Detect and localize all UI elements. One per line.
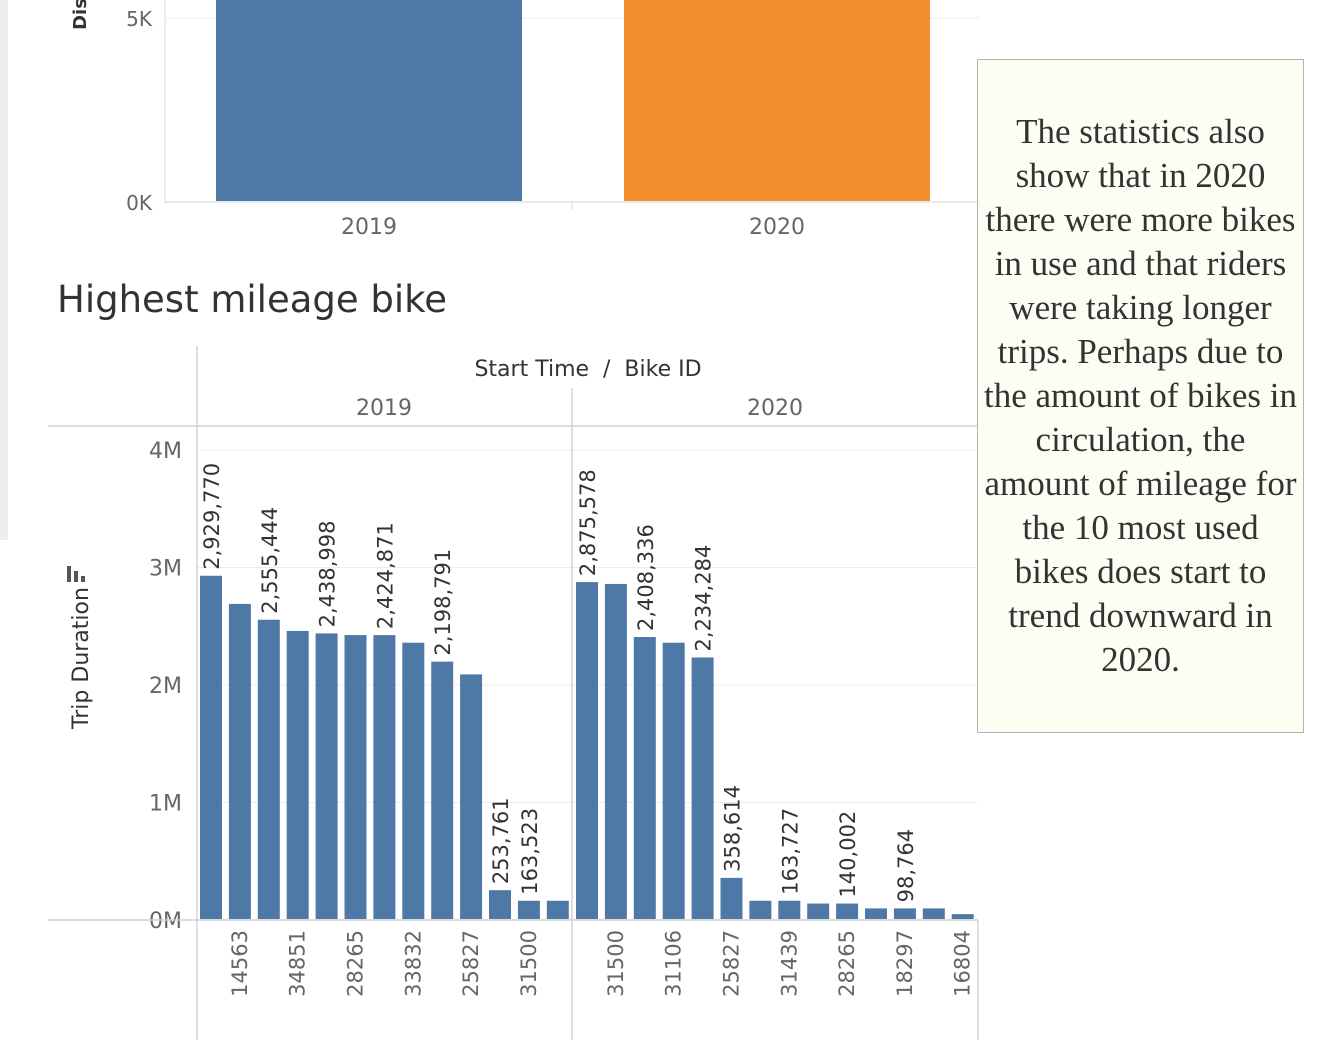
bar-2020-9 bbox=[807, 903, 830, 919]
y-tick-label: 1M bbox=[149, 792, 182, 817]
y-tick-label: 3M bbox=[149, 557, 182, 582]
data-label: 358,614 bbox=[721, 785, 745, 872]
column-header-title: Start Time / Bike ID bbox=[474, 357, 701, 382]
top-y-tick: 0K bbox=[126, 191, 153, 215]
data-label: 2,555,444 bbox=[258, 507, 282, 614]
bar-2020-3 bbox=[633, 637, 656, 919]
bar-2020-6 bbox=[720, 877, 743, 919]
x-tick-bike-id: 33832 bbox=[401, 930, 425, 997]
bar-2019-2 bbox=[228, 603, 251, 919]
chart-title: Highest mileage bike bbox=[57, 278, 447, 321]
data-label: 2,438,998 bbox=[316, 521, 340, 628]
top-bar-chart: Dis 0K 5K 2019 2020 bbox=[70, 0, 980, 240]
bar-2019-12 bbox=[517, 900, 540, 919]
data-label: 2,875,578 bbox=[576, 469, 600, 576]
bar-2020-8 bbox=[778, 900, 801, 919]
data-label: 253,761 bbox=[489, 797, 513, 884]
panel-header-2019: 2019 bbox=[356, 396, 412, 421]
bar-2019-8 bbox=[402, 642, 425, 919]
x-tick-bike-id: 25827 bbox=[459, 930, 483, 997]
top-y-tick: 5K bbox=[126, 7, 153, 31]
top-chart-axis-label: Dis bbox=[70, 0, 91, 30]
bar-2019-5 bbox=[315, 633, 338, 919]
y-tick-label: 2M bbox=[149, 674, 182, 699]
x-tick-bike-id: 31106 bbox=[662, 930, 686, 997]
y-axis: Trip Duration 0M 1M 2M 3M 4M bbox=[67, 439, 182, 934]
column-header: Start Time / Bike ID 2019 2020 bbox=[48, 346, 980, 427]
x-tick-bike-id: 31500 bbox=[604, 930, 628, 997]
data-label: 2,234,284 bbox=[692, 545, 716, 652]
y-axis-label: Trip Duration bbox=[69, 587, 94, 730]
data-label: 98,764 bbox=[894, 829, 918, 902]
bar-2019-1 bbox=[200, 575, 222, 919]
data-label: 2,198,791 bbox=[431, 549, 455, 656]
x-tick-bike-id: 31439 bbox=[777, 930, 801, 997]
annotation-text: The statistics also show that in 2020 th… bbox=[983, 112, 1297, 679]
left-edge-shade bbox=[0, 0, 8, 540]
bar-2019-3 bbox=[257, 619, 280, 919]
annotation-note: The statistics also show that in 2020 th… bbox=[977, 59, 1304, 733]
y-tick-label: 4M bbox=[149, 439, 182, 464]
bar-2020-7 bbox=[749, 900, 772, 919]
bar-2020-12 bbox=[893, 908, 916, 919]
top-bar-2019 bbox=[216, 0, 522, 201]
data-label: 2,929,770 bbox=[200, 463, 224, 570]
x-tick-bike-id: 28265 bbox=[835, 930, 859, 997]
bar-2020-13 bbox=[922, 908, 945, 919]
data-label: 163,727 bbox=[778, 808, 802, 895]
bar-2020-4 bbox=[662, 642, 685, 919]
x-tick-bike-id: 25827 bbox=[720, 930, 744, 997]
bar-2019-10 bbox=[460, 674, 483, 919]
panel-header-2020: 2020 bbox=[747, 396, 803, 421]
top-bar-2020 bbox=[624, 0, 930, 201]
bar-2020-10 bbox=[836, 903, 859, 919]
plot-area: 2,929,770 2,555,444 2,438,998 2,424,871 2,19… bbox=[48, 426, 979, 1040]
data-label: 2,408,336 bbox=[634, 524, 658, 631]
bar-2020-2 bbox=[604, 583, 627, 919]
y-tick-label: 0M bbox=[149, 909, 182, 934]
bar-2019-4 bbox=[286, 630, 309, 919]
x-tick-bike-id: 28265 bbox=[344, 930, 368, 997]
data-label: 163,523 bbox=[518, 808, 542, 895]
bar-2019-6 bbox=[344, 635, 367, 919]
bar-2020-14 bbox=[951, 914, 974, 919]
data-label: 140,002 bbox=[836, 811, 860, 898]
x-tick-bike-id: 14563 bbox=[228, 930, 252, 997]
bar-2019-9 bbox=[431, 661, 454, 919]
x-tick-bike-id: 31500 bbox=[517, 930, 541, 997]
bar-2019-11 bbox=[489, 890, 511, 919]
top-x-label: 2020 bbox=[749, 215, 805, 240]
bar-2020-1 bbox=[576, 582, 598, 919]
bar-2019-7 bbox=[373, 635, 396, 919]
data-label: 2,424,871 bbox=[373, 522, 397, 629]
bar-2020-11 bbox=[865, 908, 887, 919]
bar-2019-13 bbox=[546, 900, 569, 919]
top-x-label: 2019 bbox=[341, 215, 397, 240]
sort-icon[interactable] bbox=[67, 566, 85, 582]
x-tick-bike-id: 34851 bbox=[286, 930, 310, 997]
x-tick-bike-id: 18297 bbox=[893, 930, 917, 997]
bar-2020-5 bbox=[691, 657, 714, 919]
x-tick-bike-id: 16804 bbox=[951, 930, 975, 997]
